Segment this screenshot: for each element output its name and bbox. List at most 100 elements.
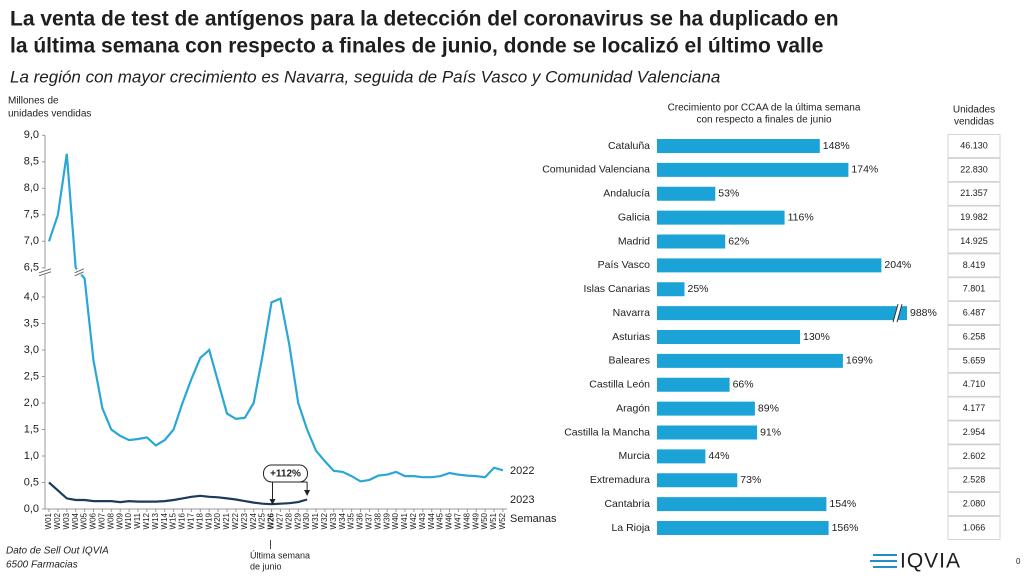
category-label: Islas Canarias [583,283,650,295]
bar [657,521,829,535]
subtitle: La región con mayor crecimiento es Navar… [10,67,720,86]
x-tick-label: W39 [382,512,391,529]
y-tick-label: 1,0 [24,450,39,462]
bar [657,473,738,488]
category-label: Asturias [612,331,650,343]
title-line: la última semana con respecto a finales … [10,35,823,58]
iqvia-logo-mark [870,554,897,568]
chart-title: Crecimiento por CCAA de la última semana [668,103,861,114]
x-tick-label: W16 [178,512,187,529]
bar [657,353,843,368]
y-tick-label: 9,0 [24,129,39,141]
table-value: 4.710 [963,379,986,389]
value-label: 148% [823,140,850,152]
table-value: 14.925 [960,236,988,246]
value-label: 988% [910,307,937,319]
annotation-arrowhead [304,490,311,496]
x-tick-label: W50 [480,512,489,529]
value-label: 25% [688,283,709,295]
y-tick-label: 4,0 [24,291,39,303]
table-value: 6.258 [963,331,986,341]
x-tick-label: W02 [53,512,62,529]
table-cell [947,325,1001,349]
value-label: 130% [803,331,830,343]
table-cell [947,205,1001,230]
y-tick-label: 7,5 [24,209,39,221]
y-tick-label: 6,5 [24,262,39,274]
logo: IQVIA [900,550,961,573]
table-cell [947,277,1001,302]
bar [657,449,706,464]
annotation: +112% [270,469,301,480]
x-tick-label: W23 [240,512,249,529]
category-label: Baleares [609,355,650,367]
value-label: 174% [851,164,878,176]
category-label: Castilla la Mancha [564,426,650,438]
table-cell [947,181,1001,206]
x-tick-label: W19 [204,512,213,529]
annotation-note: Última semana [250,550,310,560]
x-tick-label: W04 [71,512,80,529]
x-tick-label: W12 [142,512,151,529]
value-label: 62% [728,235,749,247]
line-break-gap [76,268,82,275]
value-label: 66% [733,379,754,391]
x-tick-label: W01 [44,512,53,529]
bar [657,425,758,440]
bar [657,377,730,392]
table-cell [947,157,1001,182]
x-tick-label: W24 [249,512,258,529]
x-tick-label: W14 [160,512,169,529]
table-cell [947,134,1001,158]
x-tick-label: W28 [284,512,293,529]
x-tick-label: W13 [151,512,160,529]
category-label: Madrid [618,235,650,247]
x-tick-label: W41 [400,512,409,529]
x-tick-label: W17 [187,512,196,529]
y-tick-label: 3,5 [24,317,39,329]
series-line [47,153,504,483]
line-break [74,271,84,277]
table-cell [947,301,1001,326]
bar [657,330,800,344]
x-tick-label: W07 [98,512,107,529]
source-note: Dato de Sell Out IQVIA [6,546,109,557]
table-cell [947,492,1001,517]
x-tick-label: W26 [267,512,276,529]
x-tick-label: W08 [106,512,115,529]
table-cell [947,444,1001,469]
bar [657,306,907,321]
table-value: 1.066 [963,522,986,532]
y-axis-title: Millones de [8,96,59,107]
category-label: Galicia [618,211,650,223]
x-tick-label: W34 [338,512,347,529]
value-label: 156% [832,522,859,534]
y-tick-label: 7,0 [24,235,39,247]
y-tick-label: 3,0 [24,344,39,356]
category-label: Murcia [618,450,650,462]
x-tick-label: W29 [293,512,302,529]
x-tick-label: W33 [329,512,338,529]
x-tick-label: W48 [462,512,471,529]
x-tick-label: W30 [302,512,311,529]
x-tick-label: W40 [391,512,400,529]
category-label: Castilla León [589,379,650,391]
x-tick-label: W36 [356,512,365,529]
line-break [74,268,84,274]
series-label: 2023 [510,494,534,506]
category-label: Cantabria [604,498,650,510]
bar [657,497,827,512]
annotation-note: de junio [250,561,282,571]
table-cell [947,348,1001,373]
value-label: 53% [718,188,739,200]
x-tick-label: W51 [489,512,498,529]
table-header: vendidas [954,117,994,128]
x-tick-label: W38 [373,512,382,529]
table-value: 6.487 [963,308,986,318]
x-tick-label: W44 [427,512,436,529]
value-label: 204% [884,259,911,271]
category-label: País Vasco [598,259,650,271]
table-value: 19.982 [960,212,988,222]
x-tick-label: W45 [436,512,445,529]
bar [657,162,849,177]
